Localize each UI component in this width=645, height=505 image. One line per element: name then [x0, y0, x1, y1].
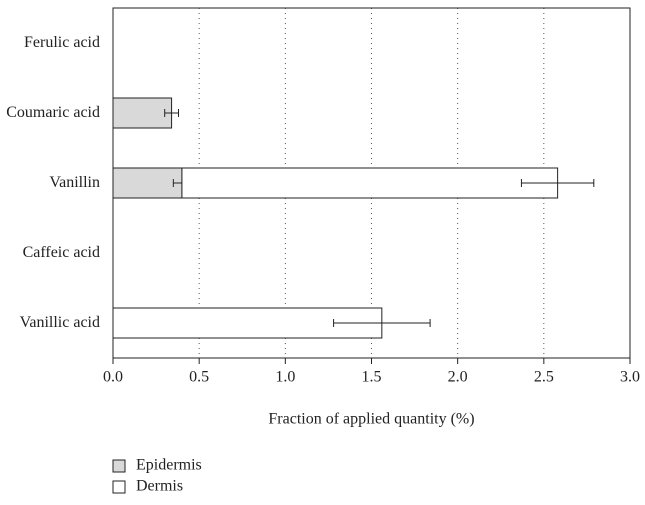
legend-swatch [112, 459, 126, 473]
x-axis-label: Fraction of applied quantity (%) [268, 411, 474, 428]
error-bar [520, 179, 595, 187]
x-tick-label: 0.5 [189, 369, 209, 386]
y-tick-label: Coumaric acid [6, 104, 100, 121]
y-tick-label: Vanillin [49, 174, 100, 191]
y-tick-label: Ferulic acid [24, 34, 100, 51]
x-tick-label: 1.5 [362, 369, 382, 386]
legend-swatch [112, 480, 126, 494]
legend-label: Dermis [136, 478, 183, 495]
error-bar [164, 109, 179, 117]
legend-label: Epidermis [136, 457, 202, 474]
x-tick-label: 2.5 [534, 369, 554, 386]
x-tick-label: 2.0 [448, 369, 468, 386]
y-tick-label: Caffeic acid [22, 244, 100, 261]
error-bar [333, 319, 431, 327]
x-tick-label: 1.0 [275, 369, 295, 386]
x-tick-label: 3.0 [620, 369, 640, 386]
bar [112, 167, 183, 199]
bar [112, 97, 173, 129]
y-tick-label: Vanillic acid [19, 314, 100, 331]
bar [181, 167, 559, 199]
x-tick-label: 0.0 [103, 369, 123, 386]
